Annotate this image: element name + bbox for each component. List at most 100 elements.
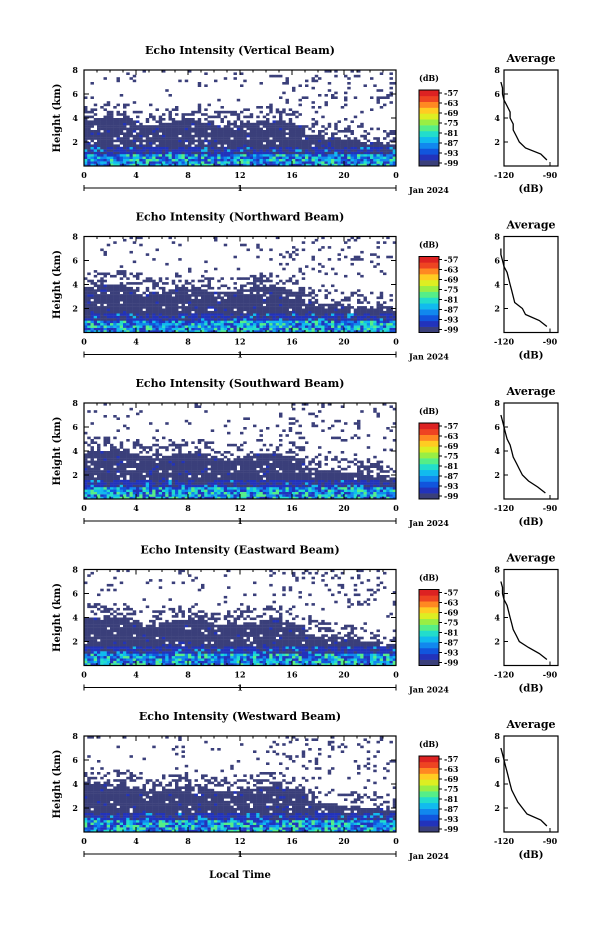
colorbar-swatch — [419, 434, 439, 441]
x-tick-label: 20 — [338, 670, 350, 680]
average-title: Average — [505, 219, 555, 232]
colorbar-tick-label: -99 — [444, 491, 459, 501]
panel-3: Echo Intensity (Eastward Beam)0 4 8 12 16 20 0… — [52, 544, 559, 695]
colorbar-swatch — [419, 808, 439, 815]
average-x-label: (dB) — [519, 684, 544, 695]
heatmap-cells — [84, 736, 397, 833]
colorbar-swatch — [419, 595, 439, 602]
average-x-tick-label: -90 — [543, 503, 558, 513]
y-tick-label: 6 — [72, 256, 78, 266]
average-line — [500, 414, 546, 494]
colorbar-swatch — [419, 285, 439, 292]
average-y-tick-label: 6 — [494, 256, 500, 266]
average-profile: Average -120 -90 2 4 6 8 (dB) — [494, 385, 559, 528]
colorbar-swatch — [419, 440, 439, 447]
heatmap-cells — [84, 569, 397, 666]
colorbar-swatch — [419, 463, 439, 471]
colorbar-swatch — [419, 256, 439, 263]
y-tick-label: 4 — [72, 113, 78, 123]
y-tick-label: 8 — [72, 565, 78, 575]
y-tick-label: 6 — [72, 755, 78, 765]
colorbar-tick-label: -81 — [444, 128, 458, 138]
x-tick-label: 12 — [234, 170, 245, 180]
average-y-tick-label: 2 — [494, 137, 500, 147]
y-axis-label: Height (km) — [52, 750, 63, 819]
average-y-tick-label: 4 — [494, 113, 500, 123]
average-y-tick-label: 2 — [494, 470, 500, 480]
colorbar-swatch — [419, 119, 439, 126]
average-y-tick-label: 8 — [494, 65, 500, 75]
panel-title: Echo Intensity (Northward Beam) — [136, 211, 345, 224]
y-tick-label: 4 — [72, 613, 78, 623]
average-x-label: (dB) — [519, 184, 544, 195]
x-tick-label: 0 — [81, 670, 87, 680]
colorbar-swatch — [419, 487, 439, 494]
average-y-tick-label: 4 — [494, 613, 500, 623]
colorbar-swatch — [419, 452, 439, 459]
colorbar-tick-label: -87 — [444, 471, 458, 481]
average-line — [500, 81, 548, 161]
x-tick-label: 4 — [133, 836, 139, 846]
colorbar-swatch — [419, 326, 439, 333]
colorbar-tick-label: -69 — [444, 275, 459, 285]
y-axis-label: Height (km) — [52, 250, 63, 319]
colorbar-unit: (dB) — [419, 739, 439, 749]
y-tick-label: 8 — [72, 232, 78, 242]
colorbar-swatch — [419, 113, 439, 120]
colorbar-tick-label: -63 — [444, 598, 459, 608]
colorbar-swatch — [419, 279, 439, 287]
colorbar-unit: (dB) — [419, 406, 439, 416]
colorbar-swatch — [419, 160, 439, 167]
average-title: Average — [505, 552, 555, 565]
colorbar-tick-label: -57 — [444, 754, 458, 764]
x-tick-label: 20 — [338, 503, 350, 513]
colorbar-tick-label: -93 — [444, 315, 459, 325]
y-tick-label: 8 — [72, 398, 78, 408]
average-frame — [503, 568, 559, 667]
average-x-tick-label: -120 — [494, 503, 514, 513]
x-tick-label: 4 — [133, 503, 139, 513]
average-title: Average — [505, 385, 555, 398]
colorbar-swatch — [419, 314, 439, 322]
colorbar-tick-label: -99 — [444, 325, 459, 335]
y-tick-label: 6 — [72, 589, 78, 599]
x-tick-label: 8 — [185, 337, 191, 347]
colorbar-tick-label: -93 — [444, 481, 459, 491]
day-label: 1 — [237, 516, 243, 526]
colorbar-tick-label: -57 — [444, 421, 458, 431]
colorbar-tick-label: -87 — [444, 804, 458, 814]
y-tick-label: 2 — [72, 803, 78, 813]
colorbar-tick-label: -93 — [444, 148, 459, 158]
x-tick-label: 12 — [234, 670, 245, 680]
colorbar-swatch — [419, 130, 439, 138]
average-line — [500, 747, 548, 827]
colorbar-tick-label: -75 — [444, 451, 458, 461]
average-y-tick-label: 6 — [494, 89, 500, 99]
average-line — [500, 581, 548, 661]
colorbar-swatch — [419, 612, 439, 620]
colorbar-tick-label: -69 — [444, 608, 459, 618]
panel-title: Echo Intensity (Vertical Beam) — [145, 44, 335, 57]
y-tick-label: 4 — [72, 446, 78, 456]
colorbar-unit: (dB) — [419, 240, 439, 250]
colorbar-swatch — [419, 95, 439, 102]
average-y-tick-label: 6 — [494, 589, 500, 599]
colorbar-unit: (dB) — [419, 573, 439, 583]
date-label: Jan 2024 — [408, 851, 449, 861]
panel-2: Echo Intensity (Southward Beam)0 4 8 12 16 20… — [52, 377, 559, 528]
y-tick-label: 2 — [72, 304, 78, 314]
average-y-tick-label: 8 — [494, 565, 500, 575]
x-tick-label: 16 — [286, 170, 298, 180]
x-tick-label: 0 — [81, 337, 87, 347]
colorbar-swatch — [419, 469, 439, 476]
average-y-tick-label: 2 — [494, 637, 500, 647]
colorbar-swatch — [419, 785, 439, 792]
average-profile: Average -120 -90 2 4 6 8 (dB) — [494, 219, 559, 362]
colorbar-swatch — [419, 773, 439, 780]
colorbar-swatch — [419, 107, 439, 114]
x-tick-label: 12 — [234, 337, 245, 347]
colorbar-swatch — [419, 481, 439, 488]
colorbar-swatch — [419, 297, 439, 304]
colorbar-frame — [418, 89, 440, 167]
date-label: Jan 2024 — [408, 685, 449, 695]
